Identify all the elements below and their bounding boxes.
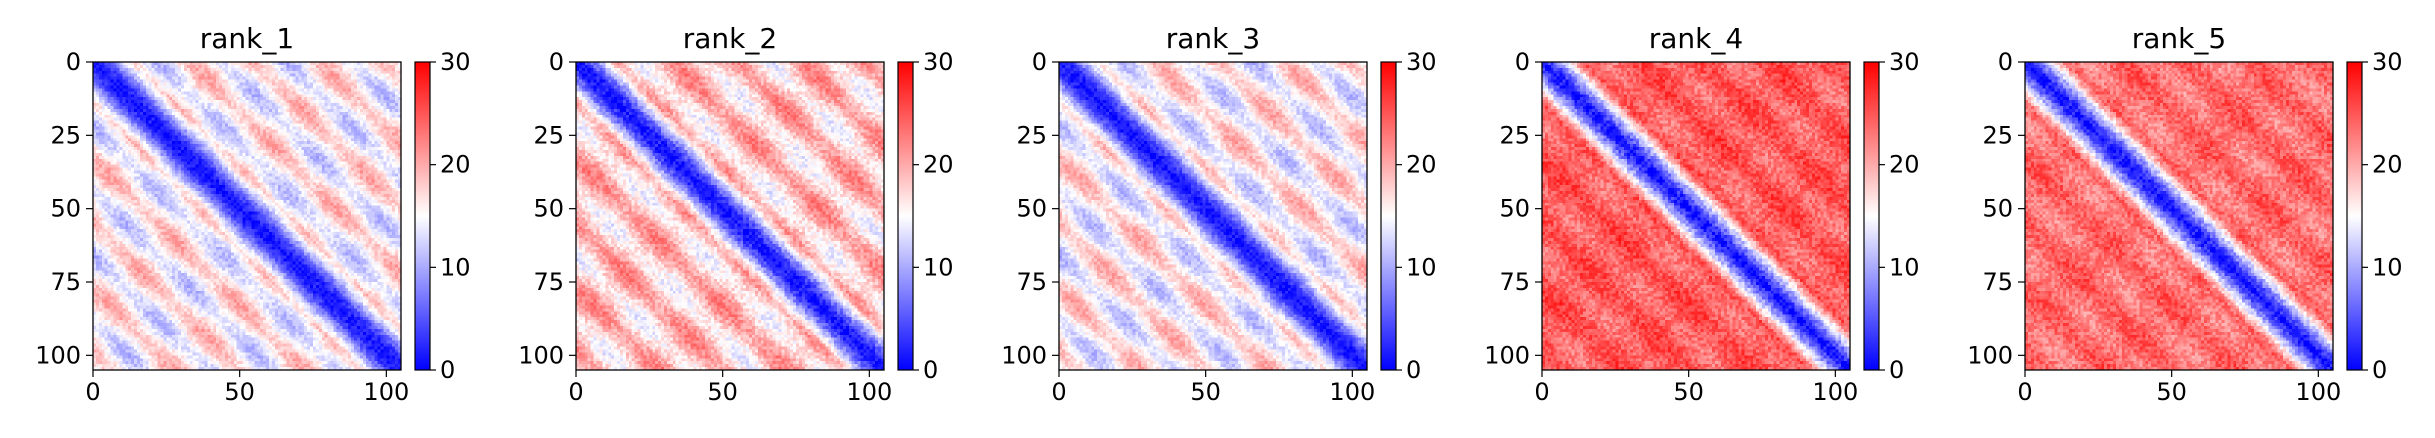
y-tick-label: 50 <box>533 195 564 223</box>
y-tick-label: 0 <box>1032 48 1047 76</box>
colorbar-tick-label: 10 <box>440 253 471 281</box>
heatmap-image <box>1542 62 1850 370</box>
y-tick-label: 75 <box>533 268 564 296</box>
x-tick-label: 0 <box>2017 378 2032 406</box>
y-tick-label: 75 <box>1016 268 1047 296</box>
y-tick-label: 0 <box>66 48 81 76</box>
colorbar-frame <box>897 61 914 371</box>
colorbar <box>415 62 430 370</box>
colorbar-frame <box>2346 61 2363 371</box>
colorbar-tick-label: 30 <box>923 48 954 76</box>
y-tick-label: 75 <box>50 268 81 296</box>
y-tick-label: 50 <box>1982 195 2013 223</box>
y-tick-label: 0 <box>1998 48 2013 76</box>
y-tick-label: 50 <box>1499 195 1530 223</box>
colorbar-tick-label: 0 <box>1406 356 1421 384</box>
x-tick-label: 100 <box>1812 378 1858 406</box>
panel-title: rank_5 <box>2132 22 2226 55</box>
heatmap-image <box>1059 62 1367 370</box>
x-tick-label: 0 <box>568 378 583 406</box>
panel-title: rank_2 <box>683 22 777 55</box>
x-tick-label: 50 <box>224 378 255 406</box>
colorbar-frame <box>414 61 431 371</box>
y-tick-label: 100 <box>518 341 564 369</box>
heatmap-image <box>576 62 884 370</box>
axes-frame <box>2024 61 2334 371</box>
x-tick-label: 100 <box>363 378 409 406</box>
colorbar-tick-label: 30 <box>1889 48 1920 76</box>
heatmap-image <box>93 62 401 370</box>
colorbar-tick-label: 30 <box>1406 48 1437 76</box>
colorbar-tick-label: 0 <box>2372 356 2387 384</box>
panel-title: rank_4 <box>1649 22 1743 55</box>
x-tick-label: 100 <box>2295 378 2341 406</box>
y-tick-label: 25 <box>50 121 81 149</box>
y-tick-label: 0 <box>549 48 564 76</box>
colorbar <box>898 62 913 370</box>
panel-title: rank_1 <box>200 22 294 55</box>
colorbar-tick-label: 10 <box>923 253 954 281</box>
x-tick-label: 100 <box>846 378 892 406</box>
y-tick-label: 25 <box>1499 121 1530 149</box>
panel-title: rank_3 <box>1166 22 1260 55</box>
colorbar-frame <box>1380 61 1397 371</box>
y-tick-label: 75 <box>1982 268 2013 296</box>
colorbar-tick-label: 10 <box>2372 253 2403 281</box>
axes-frame <box>575 61 885 371</box>
heatmap-image <box>2025 62 2333 370</box>
y-tick-label: 100 <box>1484 341 1530 369</box>
colorbar-tick-label: 10 <box>1406 253 1437 281</box>
y-tick-label: 50 <box>50 195 81 223</box>
x-tick-label: 50 <box>1190 378 1221 406</box>
axes-frame <box>92 61 402 371</box>
colorbar-tick-label: 0 <box>440 356 455 384</box>
y-tick-label: 25 <box>533 121 564 149</box>
y-tick-label: 50 <box>1016 195 1047 223</box>
axes-frame <box>1058 61 1368 371</box>
y-tick-label: 25 <box>1016 121 1047 149</box>
y-tick-label: 100 <box>1967 341 2013 369</box>
colorbar <box>1381 62 1396 370</box>
colorbar-tick-label: 20 <box>2372 151 2403 179</box>
colorbar-tick-label: 0 <box>1889 356 1904 384</box>
x-tick-label: 100 <box>1329 378 1375 406</box>
y-tick-label: 0 <box>1515 48 1530 76</box>
x-tick-label: 0 <box>85 378 100 406</box>
x-tick-label: 50 <box>1673 378 1704 406</box>
colorbar <box>2347 62 2362 370</box>
colorbar-tick-label: 10 <box>1889 253 1920 281</box>
x-tick-label: 50 <box>2156 378 2187 406</box>
colorbar-tick-label: 20 <box>440 151 471 179</box>
colorbar-tick-label: 30 <box>440 48 471 76</box>
x-tick-label: 0 <box>1534 378 1549 406</box>
colorbar-tick-label: 0 <box>923 356 938 384</box>
y-tick-label: 25 <box>1982 121 2013 149</box>
colorbar-tick-label: 20 <box>923 151 954 179</box>
colorbar-frame <box>1863 61 1880 371</box>
colorbar-tick-label: 30 <box>2372 48 2403 76</box>
y-tick-label: 100 <box>35 341 81 369</box>
x-tick-label: 0 <box>1051 378 1066 406</box>
x-tick-label: 50 <box>707 378 738 406</box>
y-tick-label: 75 <box>1499 268 1530 296</box>
colorbar-tick-label: 20 <box>1406 151 1437 179</box>
colorbar-tick-label: 20 <box>1889 151 1920 179</box>
axes-frame <box>1541 61 1851 371</box>
y-tick-label: 100 <box>1001 341 1047 369</box>
colorbar <box>1864 62 1879 370</box>
